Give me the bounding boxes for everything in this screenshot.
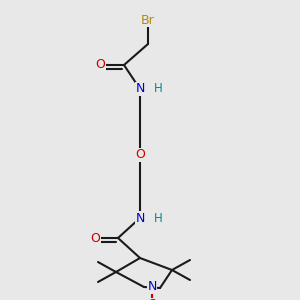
Text: H: H: [154, 212, 163, 224]
Text: O: O: [135, 148, 145, 161]
Text: O: O: [95, 58, 105, 71]
Text: N: N: [135, 212, 145, 224]
Text: N: N: [135, 82, 145, 95]
Text: Br: Br: [141, 14, 155, 26]
Text: N: N: [147, 280, 157, 293]
Text: O: O: [90, 232, 100, 244]
Text: H: H: [154, 82, 163, 95]
Text: O: O: [147, 298, 157, 300]
